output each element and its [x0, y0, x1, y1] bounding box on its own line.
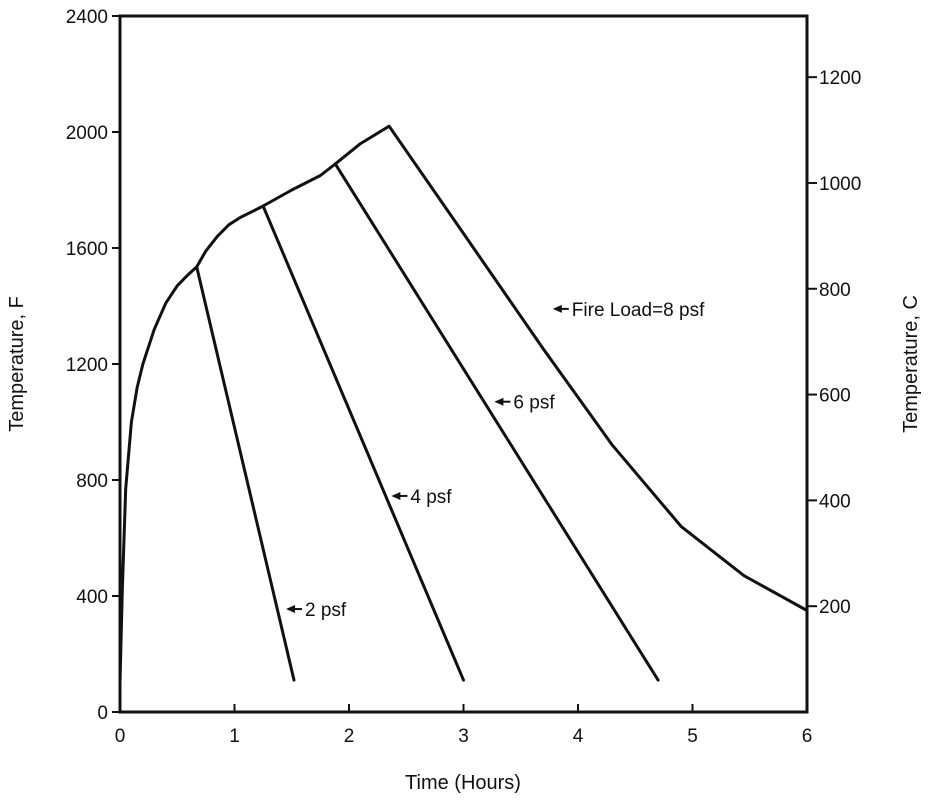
y-tick-label-2400: 2400	[66, 7, 108, 28]
annotations-layer: 2 psf 4 psf 6 psf Fire Load=8 psf	[286, 300, 705, 621]
y2-tick-label-400: 400	[819, 491, 851, 512]
annotation-label-3: Fire Load=8 psf	[572, 300, 705, 321]
annotation-arrow-head-3	[552, 304, 562, 313]
x-tick-label-4: 4	[573, 726, 584, 747]
y-tick-label-1600: 1600	[66, 239, 108, 260]
annotation-arrow-head-2	[494, 397, 504, 406]
plot-frame	[118, 14, 809, 714]
annotation-label-2: 6 psf	[513, 393, 555, 414]
y-tick-label-1200: 1200	[66, 355, 108, 376]
x-tick-label-2: 2	[344, 726, 355, 747]
x-tick-label-3: 3	[458, 726, 469, 747]
series-line-fire-load-8-psf	[333, 124, 809, 612]
y2-axis-title: Temperature, C	[900, 295, 922, 433]
y-tick-label-2000: 2000	[66, 123, 108, 144]
series-layer	[118, 124, 809, 685]
y-axis-title: Temperature, F	[6, 296, 28, 432]
y-tick-label-400: 400	[76, 587, 108, 608]
y-tick-label-0: 0	[97, 703, 108, 724]
x-tick-label-1: 1	[229, 726, 240, 747]
ticks-layer: 0 1 2 3 4 5 6 0 400 800 1200 1600 2000 2400 200 400 600 8…	[66, 7, 862, 747]
series-line-4-psf	[195, 204, 465, 682]
y2-tick-label-1000: 1000	[819, 174, 861, 195]
x-tick-label-6: 6	[802, 726, 813, 747]
x-tick-label-5: 5	[687, 726, 698, 747]
y-tick-label-800: 800	[76, 471, 108, 492]
y2-tick-label-200: 200	[819, 597, 851, 618]
annotation-label-0: 2 psf	[305, 600, 347, 621]
series-line-2-psf	[118, 265, 296, 685]
x-axis-title: Time (Hours)	[405, 772, 521, 794]
annotation-arrow-head-0	[286, 605, 296, 614]
annotation-label-1: 4 psf	[410, 487, 452, 508]
y2-tick-label-1200: 1200	[819, 68, 861, 89]
y2-tick-label-800: 800	[819, 280, 851, 301]
x-tick-label-0: 0	[115, 726, 126, 747]
annotation-arrow-head-1	[391, 491, 401, 500]
series-line-6-psf	[261, 162, 660, 682]
y2-tick-label-600: 600	[819, 386, 851, 407]
